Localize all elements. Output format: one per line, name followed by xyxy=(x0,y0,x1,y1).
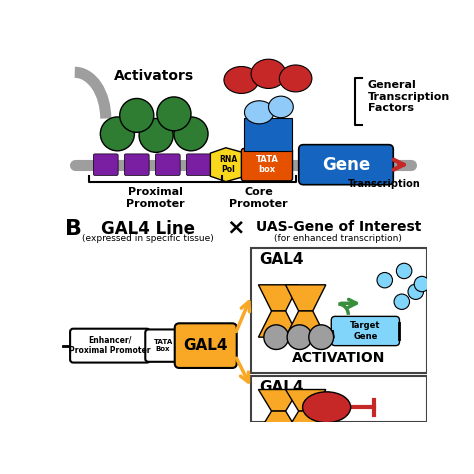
Circle shape xyxy=(309,325,334,349)
Text: TATA
Box: TATA Box xyxy=(154,339,173,352)
Ellipse shape xyxy=(224,66,259,93)
Ellipse shape xyxy=(245,101,274,124)
Polygon shape xyxy=(285,285,326,311)
Text: TATA
box: TATA box xyxy=(255,155,278,174)
Text: GAL80: GAL80 xyxy=(311,403,342,412)
Circle shape xyxy=(120,99,154,132)
Polygon shape xyxy=(258,390,299,411)
Circle shape xyxy=(264,325,289,349)
Ellipse shape xyxy=(251,59,286,89)
Text: Gene: Gene xyxy=(322,155,370,173)
Polygon shape xyxy=(285,311,326,337)
FancyBboxPatch shape xyxy=(251,248,427,373)
FancyBboxPatch shape xyxy=(155,154,180,175)
Circle shape xyxy=(100,117,135,151)
Text: Core
Promoter: Core Promoter xyxy=(229,187,288,209)
Polygon shape xyxy=(285,411,326,433)
FancyBboxPatch shape xyxy=(145,329,181,362)
Text: GAL4: GAL4 xyxy=(259,380,304,395)
Text: Enhancer/
Proximal Promoter: Enhancer/ Proximal Promoter xyxy=(69,336,151,356)
Text: Transcription: Transcription xyxy=(348,179,421,189)
Ellipse shape xyxy=(279,65,312,92)
Text: Target
Gene: Target Gene xyxy=(350,321,381,341)
Circle shape xyxy=(139,118,173,152)
Polygon shape xyxy=(258,311,299,337)
Text: General
Transcription
Factors: General Transcription Factors xyxy=(368,80,450,113)
Text: UAS-Gene of Interest: UAS-Gene of Interest xyxy=(255,220,421,234)
Text: GAL4: GAL4 xyxy=(183,338,228,353)
Text: (for enhanced transcription): (for enhanced transcription) xyxy=(274,234,402,243)
Text: GAL4 Line: GAL4 Line xyxy=(101,220,195,238)
Circle shape xyxy=(394,294,410,310)
Circle shape xyxy=(408,284,423,300)
Circle shape xyxy=(157,97,191,131)
Polygon shape xyxy=(258,411,299,433)
Circle shape xyxy=(396,263,412,279)
FancyBboxPatch shape xyxy=(70,328,150,363)
FancyBboxPatch shape xyxy=(186,154,211,175)
Polygon shape xyxy=(210,148,245,182)
Text: RNA
Pol: RNA Pol xyxy=(219,155,237,174)
Circle shape xyxy=(174,117,208,151)
FancyBboxPatch shape xyxy=(175,323,237,368)
Polygon shape xyxy=(285,390,326,411)
Circle shape xyxy=(377,273,392,288)
Polygon shape xyxy=(258,285,299,311)
Text: Proximal
Promoter: Proximal Promoter xyxy=(126,187,185,209)
Text: GAL4: GAL4 xyxy=(259,253,304,267)
FancyBboxPatch shape xyxy=(124,154,149,175)
Text: B: B xyxy=(65,219,82,238)
Text: S: S xyxy=(317,332,325,342)
FancyBboxPatch shape xyxy=(251,376,427,422)
Circle shape xyxy=(287,325,312,349)
Circle shape xyxy=(414,276,430,292)
Text: Activators: Activators xyxy=(114,69,194,83)
Ellipse shape xyxy=(302,392,351,423)
FancyBboxPatch shape xyxy=(241,148,292,181)
Text: U: U xyxy=(272,332,281,342)
FancyBboxPatch shape xyxy=(244,118,292,151)
FancyBboxPatch shape xyxy=(299,145,393,185)
Text: (expressed in specific tissue): (expressed in specific tissue) xyxy=(82,234,214,243)
Text: A: A xyxy=(295,332,304,342)
Ellipse shape xyxy=(268,96,293,118)
FancyBboxPatch shape xyxy=(331,316,400,346)
FancyBboxPatch shape xyxy=(93,154,118,175)
Text: ACTIVATION: ACTIVATION xyxy=(292,351,386,365)
Text: ×: × xyxy=(227,218,245,238)
